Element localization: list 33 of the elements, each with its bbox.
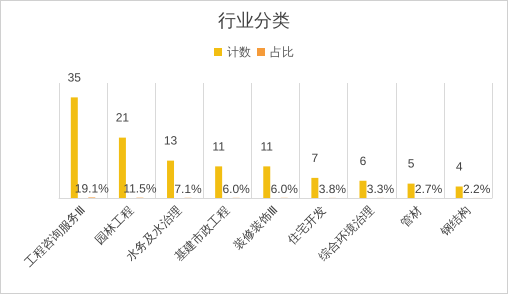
bar [408,184,415,198]
data-label: 11 [260,139,274,154]
x-tick-label: 管材 [398,203,425,230]
bar [456,186,463,198]
data-label: 2.7% [414,182,443,196]
x-tick-label: 钢结构 [436,203,473,240]
x-tick-label: 工程咨询服务Ⅲ [22,203,88,270]
data-label: 6 [360,154,367,168]
data-label: 2.2% [463,182,491,196]
data-label: 3.3% [366,182,394,196]
bar [359,180,366,198]
data-label: 5 [408,156,415,171]
bar [118,138,126,198]
legend-label: 占比 [270,45,294,59]
data-label: 11 [212,139,226,154]
data-label: 3.8% [318,182,346,196]
data-label: 21 [116,110,130,125]
legend-label: 计数 [227,45,251,59]
data-label: 6.0% [270,182,298,196]
data-label: 4 [456,160,463,174]
data-label: 13 [164,134,178,148]
data-label: 6.0% [222,182,250,196]
chart-title: 行业分类 [218,10,290,32]
x-tick-label: 住宅开发 [284,203,329,248]
bar [215,166,222,198]
bar [263,166,270,198]
data-label: 7.1% [174,182,202,196]
x-tick-label: 园林工程 [92,203,136,247]
bar [167,160,174,198]
x-tick-label: 装修装饰Ⅲ [230,203,280,253]
data-label: 7 [312,150,319,165]
data-label: 35 [68,70,82,84]
bar [311,178,318,198]
